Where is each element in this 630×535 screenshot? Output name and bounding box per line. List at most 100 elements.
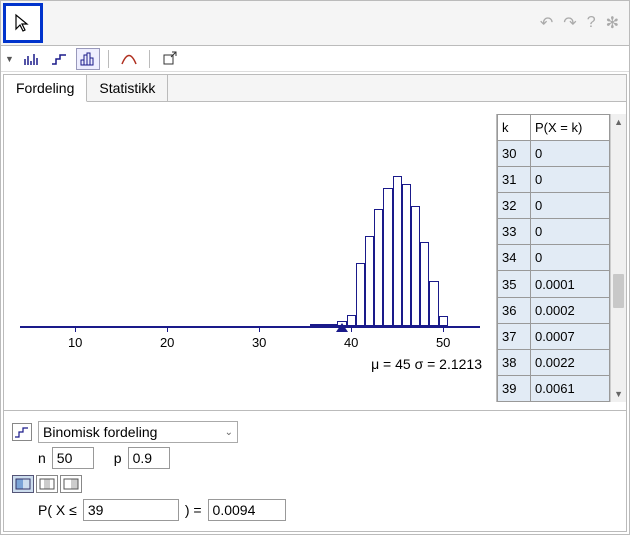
table-cell: 0.0022 bbox=[530, 349, 609, 375]
undo-icon[interactable]: ↶ bbox=[540, 13, 553, 33]
table-cell: 35 bbox=[498, 271, 531, 297]
cdf-icon[interactable] bbox=[12, 423, 32, 441]
chart-zone: 10 20 30 40 50 μ = 45 σ = 2.1213 bbox=[4, 102, 496, 410]
table-row[interactable]: 300 bbox=[498, 141, 610, 167]
view-toolbar: ▼ bbox=[1, 46, 629, 72]
prob-prefix: P( X ≤ bbox=[38, 502, 77, 518]
table-cell: 37 bbox=[498, 323, 531, 349]
chart-bar bbox=[356, 263, 365, 326]
x-tick bbox=[167, 328, 168, 332]
table-cell: 0 bbox=[530, 245, 609, 271]
chart-bar bbox=[383, 188, 392, 326]
chevron-down-icon: ⌄ bbox=[225, 427, 233, 438]
app-window: ↶ ↷ ? ✻ ▼ Fordeling Statistikk 10 20 30 40 5… bbox=[0, 0, 630, 535]
x-tick-label: 20 bbox=[160, 335, 174, 350]
scroll-down-icon[interactable]: ▼ bbox=[611, 386, 626, 402]
p-label: p bbox=[114, 450, 122, 466]
scroll-up-icon[interactable]: ▲ bbox=[611, 114, 626, 130]
probability-table-zone: k P(X = k) 300310320330340350.0001360.00… bbox=[496, 114, 626, 402]
x-tick-label: 30 bbox=[252, 335, 266, 350]
table-cell: 38 bbox=[498, 349, 531, 375]
table-cell: 0 bbox=[530, 219, 609, 245]
chart-bar bbox=[374, 209, 383, 326]
interval-button[interactable] bbox=[36, 475, 58, 493]
histogram-icon[interactable] bbox=[76, 48, 100, 70]
table-cell: 33 bbox=[498, 219, 531, 245]
table-cell: 0.0061 bbox=[530, 375, 609, 401]
x-tick bbox=[259, 328, 260, 332]
step-chart-icon[interactable] bbox=[48, 48, 72, 70]
parameter-panel: Binomisk fordeling ⌄ n 50 p 0.9 P( X ≤ 3… bbox=[4, 410, 626, 531]
scroll-thumb[interactable] bbox=[613, 274, 624, 308]
prob-result[interactable]: 0.0094 bbox=[208, 499, 286, 521]
redo-icon[interactable]: ↷ bbox=[563, 13, 576, 33]
table-row[interactable]: 340 bbox=[498, 245, 610, 271]
x-tick-label: 40 bbox=[344, 335, 358, 350]
table-scrollbar[interactable]: ▲ ▼ bbox=[610, 114, 626, 402]
interval-mode bbox=[12, 475, 618, 493]
distribution-name: Binomisk fordeling bbox=[43, 424, 157, 440]
x-tick bbox=[75, 328, 76, 332]
help-icon[interactable]: ? bbox=[587, 14, 596, 32]
table-row[interactable]: 370.0007 bbox=[498, 323, 610, 349]
table-row[interactable]: 390.0061 bbox=[498, 375, 610, 401]
chart-bar bbox=[420, 242, 429, 326]
separator bbox=[149, 50, 150, 68]
bar-chart-icon[interactable] bbox=[20, 48, 44, 70]
distribution-select[interactable]: Binomisk fordeling ⌄ bbox=[38, 421, 238, 443]
tab-bar: Fordeling Statistikk bbox=[4, 75, 626, 102]
table-row[interactable]: 380.0022 bbox=[498, 349, 610, 375]
chart-bar bbox=[319, 324, 328, 326]
p-input[interactable]: 0.9 bbox=[128, 447, 170, 469]
probability-table: k P(X = k) 300310320330340350.0001360.00… bbox=[497, 114, 610, 402]
chart-bar bbox=[393, 176, 402, 326]
pointer-tool[interactable] bbox=[3, 3, 43, 43]
table-cell: 31 bbox=[498, 167, 531, 193]
main-area: Fordeling Statistikk 10 20 30 40 50 μ = 45 σ… bbox=[3, 74, 627, 532]
table-row[interactable]: 360.0002 bbox=[498, 297, 610, 323]
col-k: k bbox=[498, 115, 531, 141]
table-cell: 0.0002 bbox=[530, 297, 609, 323]
x-bound-input[interactable]: 39 bbox=[83, 499, 179, 521]
table-row[interactable]: 350.0001 bbox=[498, 271, 610, 297]
chart-bar bbox=[310, 324, 319, 326]
chart-bar bbox=[411, 206, 420, 326]
distribution-chart: 10 20 30 40 50 bbox=[12, 122, 488, 352]
n-input[interactable]: 50 bbox=[52, 447, 94, 469]
table-cell: 30 bbox=[498, 141, 531, 167]
prob-mid: ) = bbox=[185, 502, 202, 518]
chart-bar bbox=[439, 316, 448, 327]
top-toolbar: ↶ ↷ ? ✻ bbox=[1, 1, 629, 46]
chart-bar bbox=[365, 236, 374, 326]
table-cell: 0 bbox=[530, 141, 609, 167]
x-tick bbox=[351, 328, 352, 332]
table-row[interactable]: 330 bbox=[498, 219, 610, 245]
x-tick-label: 50 bbox=[436, 335, 450, 350]
left-tail-button[interactable] bbox=[12, 475, 34, 493]
right-tail-button[interactable] bbox=[60, 475, 82, 493]
settings-icon[interactable]: ✻ bbox=[606, 13, 619, 33]
export-icon[interactable] bbox=[158, 48, 182, 70]
separator bbox=[108, 50, 109, 68]
table-cell: 36 bbox=[498, 297, 531, 323]
tab-fordeling[interactable]: Fordeling bbox=[4, 75, 87, 102]
x-axis bbox=[20, 326, 480, 328]
stats-summary: μ = 45 σ = 2.1213 bbox=[4, 352, 496, 380]
table-row[interactable]: 310 bbox=[498, 167, 610, 193]
col-pxk: P(X = k) bbox=[530, 115, 609, 141]
table-cell: 0 bbox=[530, 193, 609, 219]
x-tick bbox=[443, 328, 444, 332]
tab-statistikk[interactable]: Statistikk bbox=[87, 75, 168, 101]
table-cell: 0.0007 bbox=[530, 323, 609, 349]
n-label: n bbox=[38, 450, 46, 466]
table-cell: 32 bbox=[498, 193, 531, 219]
toolbar-menu-icon[interactable]: ▼ bbox=[5, 54, 14, 64]
table-cell: 0 bbox=[530, 167, 609, 193]
chart-bar bbox=[429, 281, 438, 326]
curve-icon[interactable] bbox=[117, 48, 141, 70]
x-tick-label: 10 bbox=[68, 335, 82, 350]
table-cell: 34 bbox=[498, 245, 531, 271]
table-row[interactable]: 320 bbox=[498, 193, 610, 219]
chart-bar bbox=[402, 184, 411, 327]
bound-marker[interactable] bbox=[336, 323, 348, 332]
